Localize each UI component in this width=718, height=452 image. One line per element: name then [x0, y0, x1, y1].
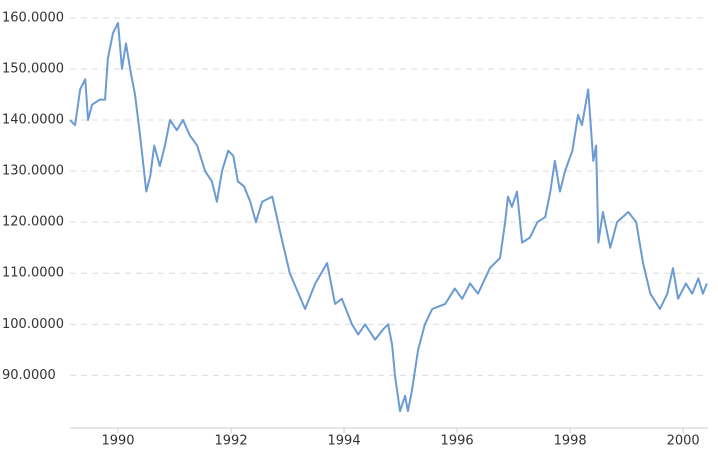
x-tick-label: 1994 [328, 434, 361, 449]
y-tick-label: 160.0000 [2, 10, 64, 25]
x-tick-label: 1990 [101, 434, 134, 449]
line-series [69, 21, 708, 413]
y-tick-label: 120.0000 [2, 215, 64, 230]
y-tick-label: 150.0000 [2, 61, 64, 76]
y-tick-label: 110.0000 [2, 266, 64, 281]
x-tick-label: 2000 [667, 434, 700, 449]
x-tick-label: 1996 [441, 434, 474, 449]
y-tick-label: 140.0000 [2, 113, 64, 128]
y-tick-label: 130.0000 [2, 164, 64, 179]
y-tick-label: 100.0000 [2, 317, 64, 332]
y-tick-label: 90.0000 [2, 368, 56, 383]
x-tick-label: 1998 [554, 434, 587, 449]
x-tick-label: 1992 [215, 434, 248, 449]
